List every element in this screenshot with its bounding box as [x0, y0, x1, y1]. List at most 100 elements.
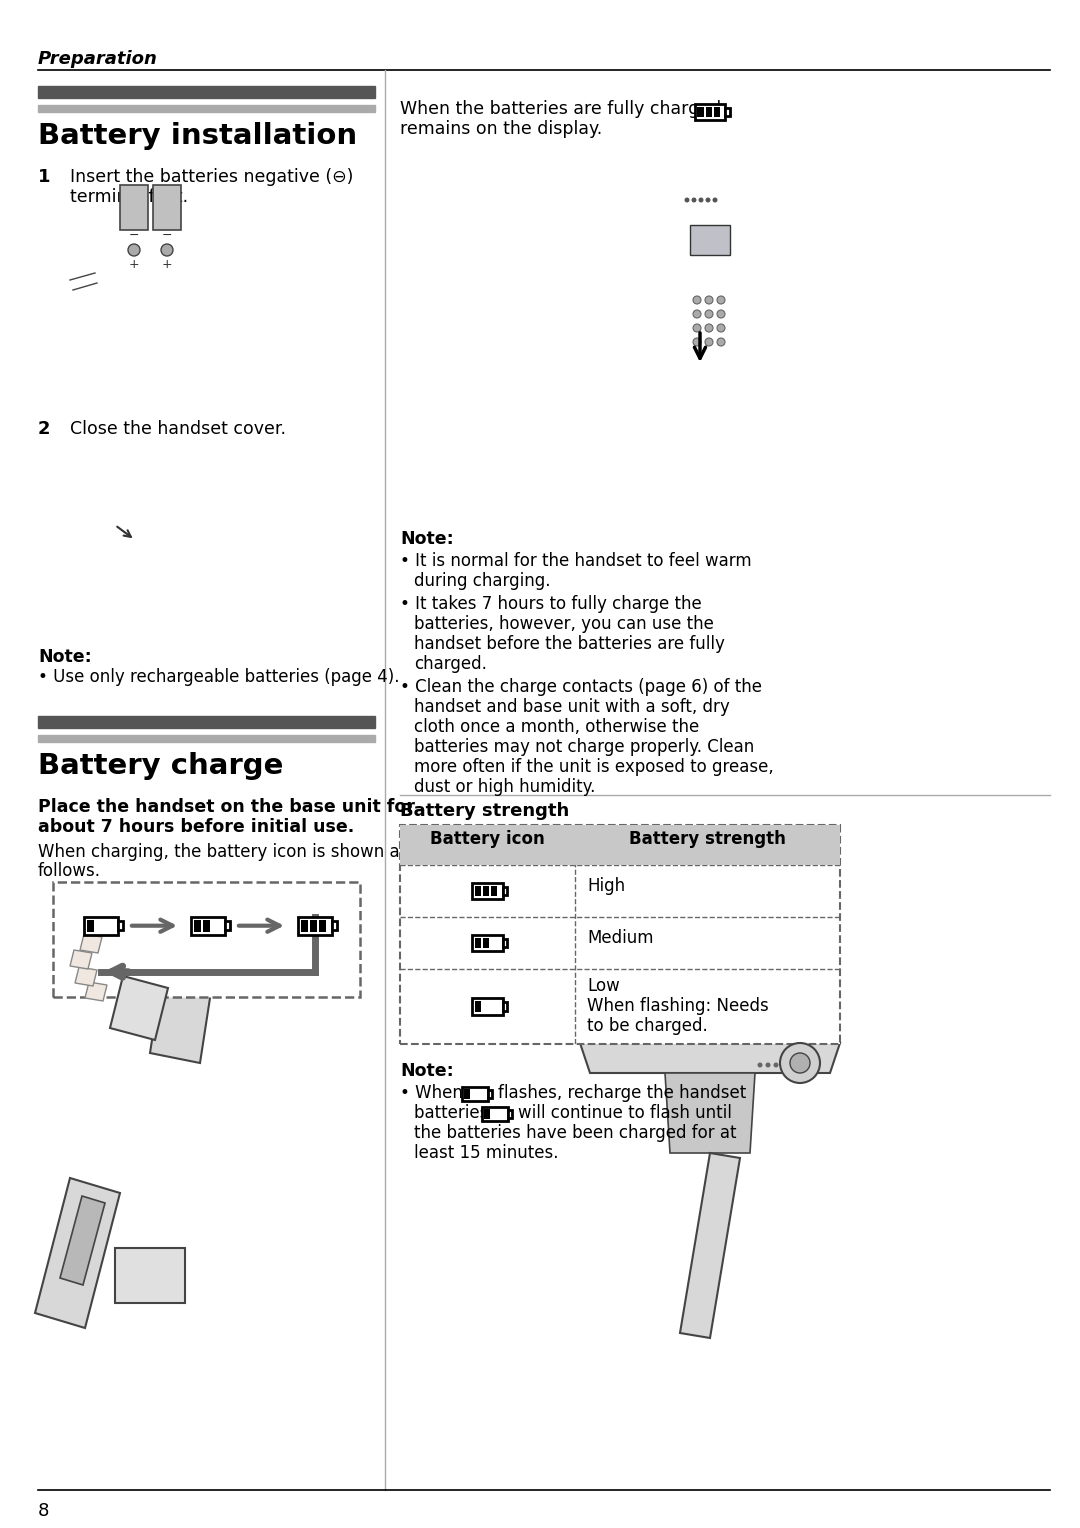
Bar — [87, 920, 94, 932]
Text: charged.: charged. — [414, 656, 487, 672]
Text: batteries.: batteries. — [414, 1105, 499, 1122]
Polygon shape — [680, 1154, 740, 1339]
Polygon shape — [75, 967, 97, 986]
Bar — [319, 920, 326, 932]
Circle shape — [691, 197, 697, 203]
Bar — [483, 886, 489, 897]
Bar — [714, 107, 720, 118]
Polygon shape — [60, 1196, 105, 1285]
Bar — [191, 917, 225, 935]
Text: batteries, however, you can use the: batteries, however, you can use the — [414, 614, 714, 633]
Text: least 15 minutes.: least 15 minutes. — [414, 1144, 558, 1161]
Text: Battery icon: Battery icon — [430, 830, 545, 848]
Bar — [225, 921, 230, 931]
Bar — [194, 920, 201, 932]
Bar — [694, 104, 726, 121]
Text: 2: 2 — [38, 420, 51, 439]
Text: +: + — [129, 258, 139, 272]
Bar — [84, 917, 118, 935]
Circle shape — [699, 197, 703, 203]
Text: to be charged.: to be charged. — [588, 1018, 707, 1034]
Text: −: − — [162, 229, 172, 241]
Text: terminal first.: terminal first. — [70, 188, 188, 206]
Bar — [298, 917, 332, 935]
Bar — [483, 938, 489, 949]
Bar — [475, 886, 482, 897]
Bar — [705, 107, 712, 118]
Text: Note:: Note: — [38, 648, 92, 666]
Bar — [38, 105, 375, 112]
Text: 8: 8 — [38, 1502, 50, 1520]
Bar — [301, 920, 308, 932]
Bar — [120, 185, 148, 231]
Bar — [53, 882, 360, 996]
Bar — [488, 1091, 492, 1097]
Text: flashes, recharge the handset: flashes, recharge the handset — [498, 1083, 746, 1102]
Text: Low: Low — [588, 976, 620, 995]
Circle shape — [713, 197, 717, 203]
Text: during charging.: during charging. — [414, 571, 551, 590]
Circle shape — [705, 296, 713, 304]
Text: Battery installation: Battery installation — [38, 122, 357, 150]
Circle shape — [780, 1044, 820, 1083]
Text: handset and base unit with a soft, dry: handset and base unit with a soft, dry — [414, 698, 730, 717]
Text: When the batteries are fully charged,: When the batteries are fully charged, — [400, 99, 727, 118]
Circle shape — [717, 338, 725, 345]
Text: dust or high humidity.: dust or high humidity. — [414, 778, 595, 796]
Circle shape — [161, 244, 173, 257]
Text: • When: • When — [400, 1083, 468, 1102]
Bar — [503, 1002, 508, 1010]
Text: When flashing: Needs: When flashing: Needs — [588, 996, 769, 1015]
Polygon shape — [35, 1178, 120, 1328]
Text: • It is normal for the handset to feel warm: • It is normal for the handset to feel w… — [400, 552, 752, 570]
Text: Note:: Note: — [400, 530, 454, 549]
Circle shape — [693, 310, 701, 318]
Text: Battery charge: Battery charge — [38, 752, 283, 779]
Polygon shape — [580, 1044, 840, 1073]
Polygon shape — [110, 976, 168, 1041]
Text: will continue to flash until: will continue to flash until — [518, 1105, 732, 1122]
Text: Insert the batteries negative (⊖): Insert the batteries negative (⊖) — [70, 168, 353, 186]
Text: Battery strength: Battery strength — [629, 830, 786, 848]
Polygon shape — [80, 934, 102, 953]
Bar — [38, 717, 375, 727]
Bar — [310, 920, 318, 932]
Bar — [482, 1106, 509, 1122]
Text: High: High — [588, 877, 625, 895]
Bar — [464, 1089, 470, 1099]
Bar — [503, 938, 508, 947]
Bar — [726, 108, 730, 116]
Circle shape — [693, 296, 701, 304]
Bar — [472, 935, 503, 950]
Polygon shape — [70, 950, 92, 969]
Bar — [475, 1001, 482, 1012]
Text: cloth once a month, otherwise the: cloth once a month, otherwise the — [414, 718, 699, 736]
Text: more often if the unit is exposed to grease,: more often if the unit is exposed to gre… — [414, 758, 773, 776]
Text: about 7 hours before initial use.: about 7 hours before initial use. — [38, 817, 354, 836]
Circle shape — [693, 338, 701, 345]
Bar — [118, 921, 123, 931]
Text: Note:: Note: — [400, 1062, 454, 1080]
Circle shape — [717, 310, 725, 318]
Circle shape — [766, 1062, 770, 1068]
Text: • Use only rechargeable batteries (page 4).: • Use only rechargeable batteries (page … — [38, 668, 400, 686]
Circle shape — [717, 324, 725, 332]
Bar — [698, 107, 704, 118]
Text: 1: 1 — [38, 168, 51, 186]
Polygon shape — [114, 1248, 185, 1303]
Text: Preparation: Preparation — [38, 50, 158, 69]
Bar — [462, 1086, 488, 1102]
Polygon shape — [150, 923, 220, 1063]
Text: Battery strength: Battery strength — [400, 802, 569, 821]
Circle shape — [685, 197, 689, 203]
Circle shape — [773, 1062, 779, 1068]
Text: the batteries have been charged for at: the batteries have been charged for at — [414, 1125, 737, 1141]
Text: • It takes 7 hours to fully charge the: • It takes 7 hours to fully charge the — [400, 594, 702, 613]
Bar — [400, 825, 840, 865]
Text: • Clean the charge contacts (page 6) of the: • Clean the charge contacts (page 6) of … — [400, 678, 762, 695]
Bar — [400, 825, 840, 1044]
Polygon shape — [85, 983, 107, 1001]
Circle shape — [705, 310, 713, 318]
Bar — [475, 938, 482, 949]
Circle shape — [757, 1062, 762, 1068]
